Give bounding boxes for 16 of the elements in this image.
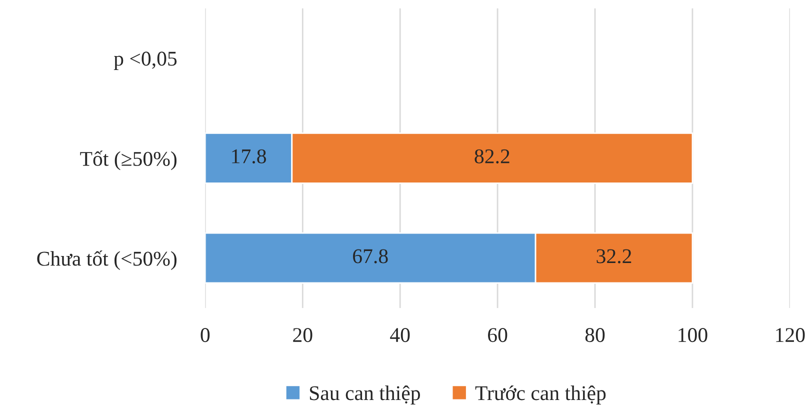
legend-label: Trước can thiệp: [475, 386, 606, 404]
x-tick-label: 20: [293, 328, 312, 342]
x-tick-label: 100: [678, 328, 708, 342]
x-tick-label: 60: [488, 328, 508, 342]
data-label: 32.2: [596, 249, 632, 264]
data-label: 82.2: [474, 149, 510, 164]
x-tick-label: 120: [776, 328, 805, 342]
x-tick-label: 80: [585, 328, 605, 342]
x-tick-label: 40: [390, 328, 410, 342]
data-label: 67.8: [353, 249, 388, 264]
x-tick-label: 0: [200, 328, 210, 342]
data-label: 17.8: [232, 149, 266, 164]
y-tick-label: Chưa tốt (<50%): [37, 250, 176, 270]
legend-label: Sau can thiệp: [310, 386, 420, 404]
y-tick-label: Tốt (≥50%): [80, 150, 176, 170]
y-tick-label: p <0,05: [114, 52, 177, 70]
